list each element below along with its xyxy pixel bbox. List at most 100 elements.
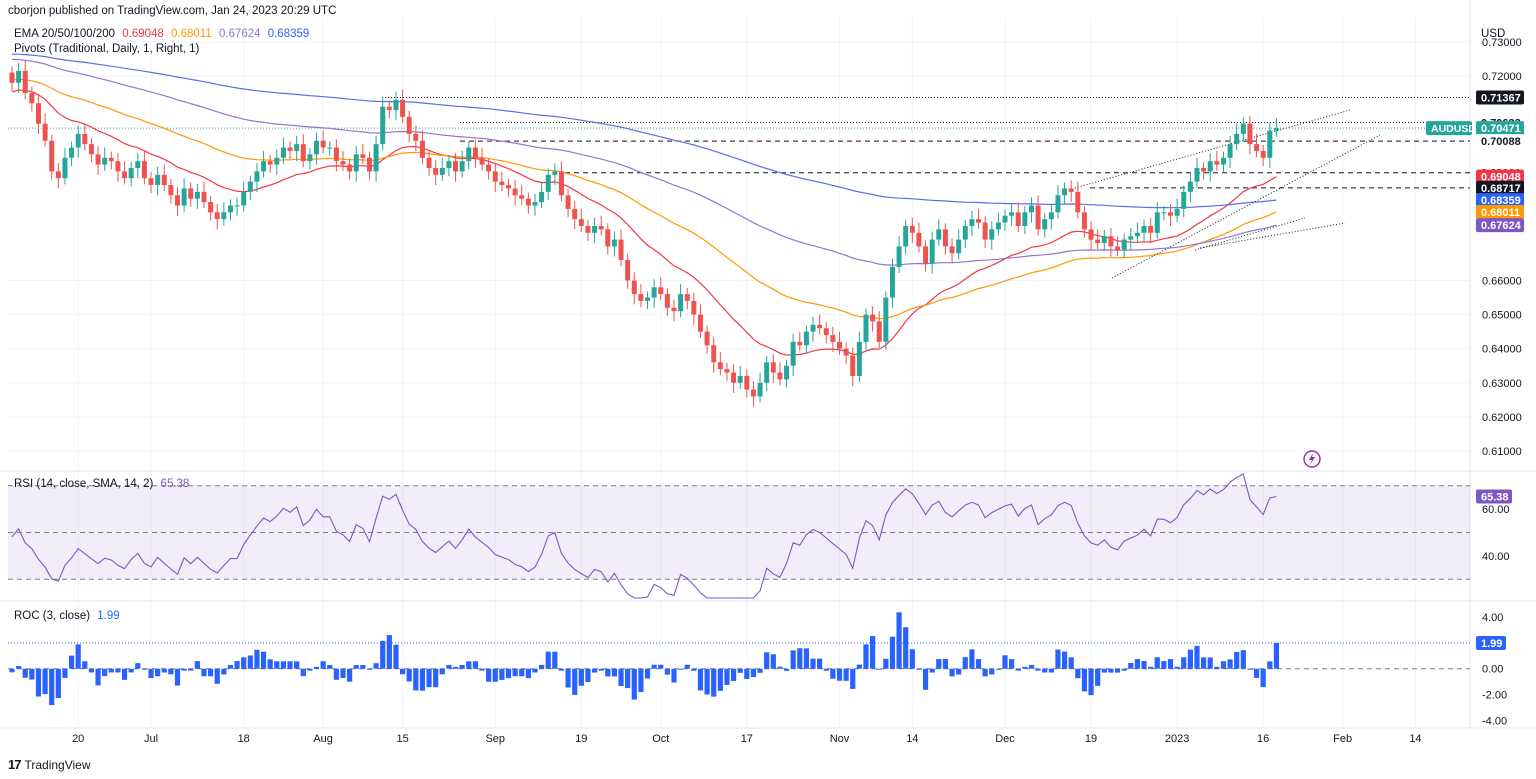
price-tick-label: 0.72000 <box>1482 71 1522 83</box>
candle <box>1207 153 1213 182</box>
roc-tick-label: 4.00 <box>1482 612 1503 624</box>
candle <box>539 181 545 209</box>
time-tick-label: 18 <box>238 733 250 745</box>
candle-body <box>506 185 511 189</box>
time-axis: 20 Jul 18 Aug 15 Sep 19 Oct 17 Nov 14 Dec 19 2023 16 Fe… <box>72 733 1421 745</box>
candle <box>234 197 240 216</box>
candle-body <box>307 154 313 162</box>
candle-body <box>287 147 293 151</box>
candle <box>161 164 167 192</box>
roc-bar <box>55 668 61 699</box>
candle <box>261 150 267 178</box>
candle <box>717 352 723 376</box>
roc-bar <box>856 664 862 669</box>
time-tick-label: Dec <box>995 733 1015 745</box>
roc-bar <box>611 668 618 677</box>
roc-bar <box>1101 668 1107 673</box>
candle <box>1088 221 1094 250</box>
roc-bar <box>817 658 823 669</box>
candle-body <box>479 157 485 165</box>
roc-bar <box>684 664 690 669</box>
roc-bar <box>499 668 505 680</box>
candle <box>327 141 333 156</box>
candle <box>578 208 584 233</box>
candle <box>605 223 611 255</box>
time-tick-label: 14 <box>1409 733 1421 745</box>
roc-bar <box>121 668 128 680</box>
candle-body <box>870 314 876 322</box>
candle <box>704 325 710 354</box>
candle-body <box>883 297 889 342</box>
candle <box>1042 213 1048 238</box>
roc-bar <box>949 668 955 677</box>
price-label-text: 0.68359 <box>1481 195 1521 207</box>
candle-body <box>1134 232 1140 237</box>
roc-bar <box>1022 666 1028 669</box>
candle <box>777 362 783 386</box>
candle-body <box>347 164 353 172</box>
candle <box>506 178 511 197</box>
candle-body <box>102 157 108 165</box>
time-tick-label: Jul <box>144 733 158 745</box>
candle-body <box>572 208 578 220</box>
rsi-value-box <box>1476 489 1512 504</box>
tradingview-logo[interactable]: 17 TradingView <box>8 757 91 772</box>
time-tick-label: Sep <box>485 733 505 745</box>
candle-body <box>16 70 22 83</box>
time-tick-label: 19 <box>575 733 587 745</box>
roc-bar <box>287 661 293 669</box>
candle <box>592 217 598 243</box>
candle-body <box>148 178 154 186</box>
candle-body <box>936 229 942 240</box>
candle-body <box>108 157 114 162</box>
candle <box>558 161 564 202</box>
trendlines <box>1074 109 1381 279</box>
candle-body <box>731 372 737 383</box>
roc-bar <box>201 668 207 677</box>
roc-bar <box>386 635 392 669</box>
candle <box>49 134 55 180</box>
candle <box>459 150 465 178</box>
candle-body <box>1048 212 1054 220</box>
roc-bar <box>1055 649 1061 669</box>
candle <box>830 326 836 353</box>
symbol-tag-text: AUDUSD <box>1431 123 1476 135</box>
candle-body <box>214 212 220 220</box>
candle-body <box>1062 188 1068 196</box>
ema20-value: 0.69048 <box>122 28 164 40</box>
candle-body <box>406 116 412 134</box>
pivot-lines <box>8 97 1470 189</box>
candle-body <box>1121 239 1127 250</box>
candle <box>1194 157 1200 188</box>
roc-bar <box>936 659 942 669</box>
roc-bar <box>1148 666 1154 669</box>
roc-bar <box>790 650 796 669</box>
rsi-line <box>11 473 1277 599</box>
candle-body <box>532 202 538 206</box>
time-tick-label: Oct <box>652 733 669 745</box>
candle <box>373 135 379 182</box>
candle-body <box>353 154 359 172</box>
roc-bar <box>512 668 518 677</box>
roc-bar <box>1002 655 1008 669</box>
candle <box>817 314 823 335</box>
candle-body <box>188 188 194 199</box>
candle <box>201 181 207 209</box>
candle-body <box>565 195 571 209</box>
candle-body <box>744 375 750 390</box>
roc-bar <box>505 668 512 679</box>
candle-body <box>453 161 459 172</box>
roc-bar <box>188 668 194 671</box>
candle-body <box>903 225 909 247</box>
candle-body <box>929 239 935 264</box>
candle-body <box>42 123 48 141</box>
roc-bar <box>208 668 214 677</box>
candle <box>1128 228 1134 250</box>
candle <box>1161 206 1167 221</box>
roc-value-label: 1.99 <box>1476 635 1506 650</box>
candle <box>35 95 41 134</box>
candle-body <box>724 369 730 373</box>
candle-body <box>923 246 929 264</box>
candle <box>426 151 432 177</box>
